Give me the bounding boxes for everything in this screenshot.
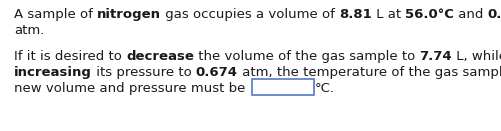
Text: nitrogen: nitrogen (97, 8, 161, 21)
Text: 7.74: 7.74 (419, 50, 451, 63)
Text: increasing: increasing (14, 66, 92, 79)
Text: atm, the temperature of the gas sample at the: atm, the temperature of the gas sample a… (237, 66, 501, 79)
Text: new volume and pressure must be: new volume and pressure must be (14, 82, 249, 95)
Text: A sample of: A sample of (14, 8, 97, 21)
Text: decrease: decrease (126, 50, 193, 63)
Text: °C.: °C. (314, 82, 334, 95)
Text: 0.550: 0.550 (487, 8, 501, 21)
Text: the volume of the gas sample to: the volume of the gas sample to (193, 50, 419, 63)
Text: gas occupies a volume of: gas occupies a volume of (161, 8, 339, 21)
FancyBboxPatch shape (251, 79, 313, 95)
Text: atm.: atm. (14, 24, 44, 37)
Text: its pressure to: its pressure to (92, 66, 195, 79)
Text: and: and (453, 8, 487, 21)
Text: If it is desired to: If it is desired to (14, 50, 126, 63)
Text: L, while: L, while (451, 50, 501, 63)
Text: L at: L at (371, 8, 405, 21)
Text: 0.674: 0.674 (195, 66, 237, 79)
Text: 56.0°C: 56.0°C (405, 8, 453, 21)
Text: 8.81: 8.81 (339, 8, 371, 21)
